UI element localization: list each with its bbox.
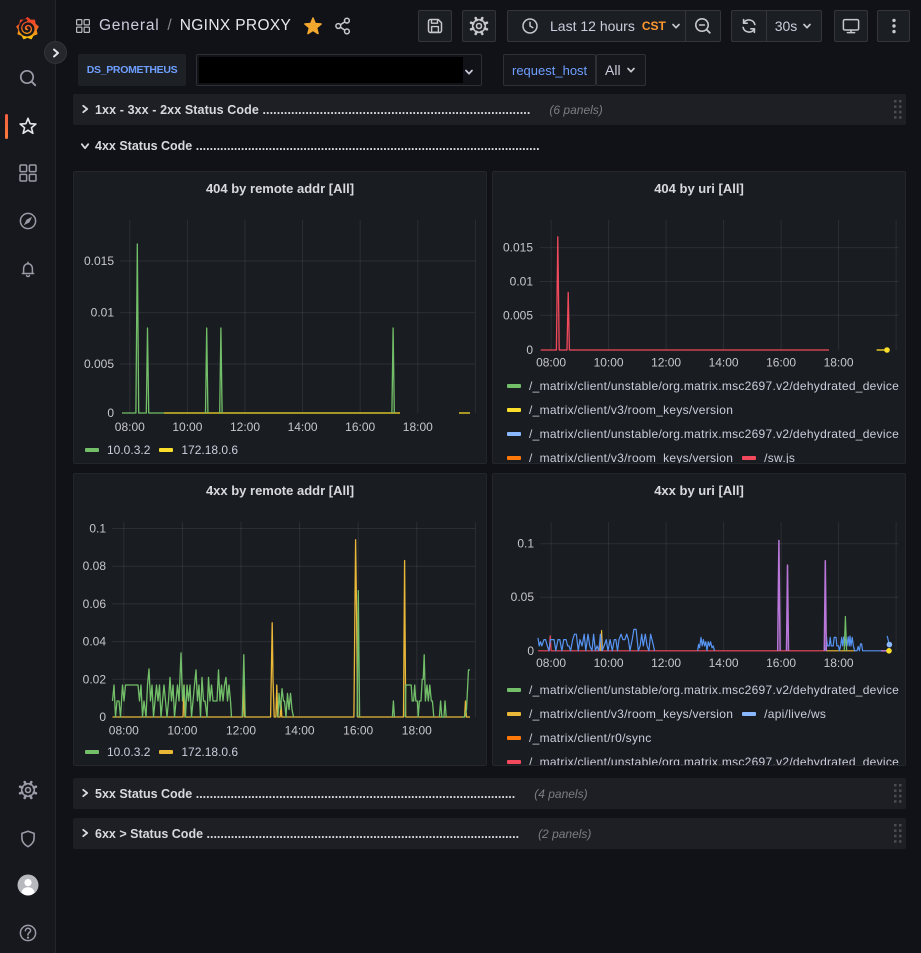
svg-text:0.05: 0.05 <box>511 590 535 604</box>
svg-text:12:00: 12:00 <box>651 356 681 370</box>
svg-text:0.1: 0.1 <box>89 522 106 536</box>
svg-text:0.08: 0.08 <box>83 559 107 573</box>
svg-text:16:00: 16:00 <box>343 724 373 738</box>
svg-text:0.005: 0.005 <box>503 308 533 322</box>
svg-text:0.1: 0.1 <box>517 537 534 551</box>
svg-text:0: 0 <box>107 406 114 420</box>
svg-text:18:00: 18:00 <box>403 420 433 434</box>
svg-text:10:00: 10:00 <box>172 420 202 434</box>
svg-text:0.015: 0.015 <box>84 254 114 268</box>
svg-text:0: 0 <box>526 343 533 357</box>
svg-text:14:00: 14:00 <box>285 724 315 738</box>
svg-text:0.02: 0.02 <box>83 672 107 686</box>
svg-text:12:00: 12:00 <box>230 420 260 434</box>
svg-text:18:00: 18:00 <box>824 356 854 370</box>
svg-text:18:00: 18:00 <box>402 724 432 738</box>
svg-text:18:00: 18:00 <box>824 656 854 670</box>
svg-text:0.015: 0.015 <box>503 241 533 255</box>
svg-text:10:00: 10:00 <box>167 724 197 738</box>
svg-text:14:00: 14:00 <box>709 356 739 370</box>
svg-text:14:00: 14:00 <box>709 656 739 670</box>
svg-text:12:00: 12:00 <box>651 656 681 670</box>
svg-text:0.06: 0.06 <box>83 597 107 611</box>
svg-text:08:00: 08:00 <box>109 724 139 738</box>
svg-text:0.04: 0.04 <box>83 635 107 649</box>
svg-text:10:00: 10:00 <box>594 656 624 670</box>
svg-text:16:00: 16:00 <box>766 656 796 670</box>
svg-text:0.01: 0.01 <box>91 306 115 320</box>
svg-text:0: 0 <box>527 644 534 658</box>
svg-text:0.005: 0.005 <box>84 357 114 371</box>
svg-text:12:00: 12:00 <box>226 724 256 738</box>
svg-text:08:00: 08:00 <box>115 420 145 434</box>
svg-text:16:00: 16:00 <box>766 356 796 370</box>
svg-text:0: 0 <box>99 710 106 724</box>
svg-text:08:00: 08:00 <box>536 656 566 670</box>
svg-text:08:00: 08:00 <box>536 356 566 370</box>
svg-text:16:00: 16:00 <box>345 420 375 434</box>
svg-text:0.01: 0.01 <box>510 275 534 289</box>
svg-text:14:00: 14:00 <box>288 420 318 434</box>
svg-text:10:00: 10:00 <box>594 356 624 370</box>
